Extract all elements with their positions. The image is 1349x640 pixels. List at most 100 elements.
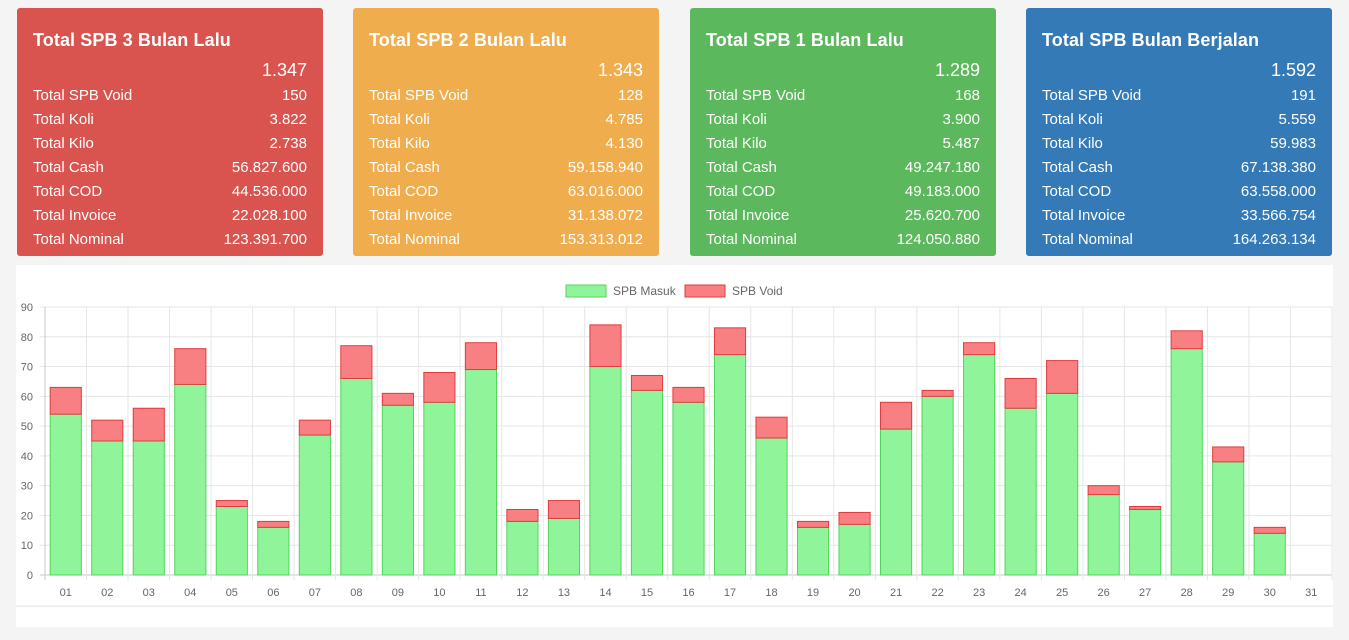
stat-value: 124.050.880 <box>896 231 980 248</box>
stat-row: Total Cash 59.158.940 <box>369 158 643 182</box>
bar-spb-masuk-12[interactable] <box>506 520 539 576</box>
bar-spb-masuk-03[interactable] <box>132 440 165 576</box>
y-tick-label: 50 <box>21 421 33 433</box>
bar-spb-void-04[interactable] <box>174 348 207 385</box>
bar-spb-masuk-28[interactable] <box>1170 348 1203 576</box>
stat-value: 44.536.000 <box>231 183 307 200</box>
chart-legend[interactable]: SPB Masuk SPB Void <box>565 284 783 298</box>
stat-label: Total Koli <box>369 111 430 128</box>
bar-spb-void-03[interactable] <box>132 407 165 442</box>
bar-spb-masuk-09[interactable] <box>381 404 414 576</box>
bar-spb-masuk-24[interactable] <box>1004 407 1037 576</box>
bar-spb-masuk-19[interactable] <box>796 526 830 576</box>
bar-spb-masuk-06[interactable] <box>257 526 290 576</box>
bar-spb-masuk-26[interactable] <box>1087 494 1120 576</box>
stat-value: 5.487 <box>942 135 980 152</box>
x-tick-label: 08 <box>350 587 362 599</box>
stat-value: 5.559 <box>1278 111 1316 128</box>
bar-spb-void-29[interactable] <box>1212 446 1245 463</box>
bar-spb-masuk-18[interactable] <box>755 437 788 576</box>
stat-label: Total COD <box>33 183 103 200</box>
bar-spb-void-21[interactable] <box>880 401 913 430</box>
bar-spb-void-08[interactable] <box>340 345 373 379</box>
y-tick-label: 80 <box>21 332 33 344</box>
bar-spb-void-22[interactable] <box>921 389 954 397</box>
stat-label: Total Nominal <box>706 231 797 248</box>
stat-label: Total Koli <box>706 111 767 128</box>
stat-label: Total Nominal <box>369 231 460 248</box>
bar-spb-void-16[interactable] <box>672 386 705 403</box>
bar-spb-void-02[interactable] <box>91 419 124 442</box>
legend-swatch-spb-masuk[interactable] <box>565 284 607 298</box>
card-1-month-ago: Total SPB 1 Bulan Lalu 1.289 Total SPB V… <box>690 8 996 256</box>
bar-spb-masuk-29[interactable] <box>1212 461 1245 576</box>
bar-spb-void-06[interactable] <box>257 520 290 528</box>
bar-spb-masuk-01[interactable] <box>49 413 82 576</box>
card-title: Total SPB Bulan Berjalan <box>1042 30 1260 50</box>
stat-row: Total Kilo 5.487 <box>706 134 980 158</box>
legend-swatch-spb-void[interactable] <box>684 284 726 298</box>
bar-spb-masuk-08[interactable] <box>340 377 373 576</box>
stat-row: Total SPB Void 168 <box>706 86 980 110</box>
bar-spb-void-15[interactable] <box>630 374 664 391</box>
bar-spb-void-23[interactable] <box>963 342 996 356</box>
legend-label-spb-void[interactable]: SPB Void <box>732 284 783 298</box>
bar-spb-void-26[interactable] <box>1087 485 1120 496</box>
stat-row: Total Koli 5.559 <box>1042 110 1316 134</box>
bar-spb-void-11[interactable] <box>464 342 497 371</box>
bar-spb-masuk-22[interactable] <box>921 395 954 576</box>
bar-spb-masuk-04[interactable] <box>174 383 207 576</box>
x-tick-label: 01 <box>60 587 72 599</box>
bar-spb-void-25[interactable] <box>1046 360 1079 394</box>
bar-spb-masuk-16[interactable] <box>672 401 705 576</box>
stat-value: 25.620.700 <box>904 207 980 224</box>
bar-spb-void-30[interactable] <box>1253 526 1286 534</box>
stat-row: Total Cash 56.827.600 <box>33 158 307 182</box>
bar-spb-masuk-14[interactable] <box>589 366 622 576</box>
bar-spb-masuk-23[interactable] <box>963 354 996 576</box>
bar-spb-void-28[interactable] <box>1170 330 1203 350</box>
bar-spb-void-19[interactable] <box>796 520 830 528</box>
x-tick-label: 10 <box>433 587 445 599</box>
bar-spb-void-18[interactable] <box>755 416 788 439</box>
bar-spb-void-01[interactable] <box>49 386 82 415</box>
bar-spb-void-24[interactable] <box>1004 377 1037 409</box>
bar-spb-masuk-02[interactable] <box>91 440 124 576</box>
bar-spb-masuk-21[interactable] <box>880 428 913 576</box>
card-total: 1.289 <box>934 60 980 80</box>
bar-spb-masuk-15[interactable] <box>630 389 664 576</box>
bar-spb-void-14[interactable] <box>589 324 622 368</box>
stat-label: Total Kilo <box>369 135 430 152</box>
x-tick-label: 16 <box>682 587 694 599</box>
x-tick-label: 07 <box>309 587 321 599</box>
legend-label-spb-masuk[interactable]: SPB Masuk <box>613 284 677 298</box>
bar-spb-masuk-30[interactable] <box>1253 532 1286 576</box>
bar-spb-masuk-27[interactable] <box>1129 508 1162 576</box>
bar-spb-void-17[interactable] <box>713 327 747 356</box>
bar-spb-void-10[interactable] <box>423 372 456 403</box>
stat-label: Total Invoice <box>369 207 453 224</box>
stat-label: Total SPB Void <box>706 87 806 104</box>
bar-spb-void-05[interactable] <box>215 500 248 508</box>
x-tick-label: 29 <box>1222 587 1234 599</box>
stat-row: Total SPB Void 150 <box>33 86 307 110</box>
bar-spb-masuk-10[interactable] <box>423 401 456 576</box>
bar-spb-masuk-11[interactable] <box>464 369 497 576</box>
bar-spb-void-12[interactable] <box>506 508 539 522</box>
bar-spb-masuk-25[interactable] <box>1046 392 1079 576</box>
stat-row: Total Koli 3.900 <box>706 110 980 134</box>
bar-spb-void-09[interactable] <box>381 392 414 406</box>
bar-spb-void-13[interactable] <box>547 500 581 519</box>
bar-spb-masuk-07[interactable] <box>298 434 331 576</box>
y-tick-label: 20 <box>21 510 33 522</box>
bar-spb-void-20[interactable] <box>838 511 871 525</box>
bar-spb-void-27[interactable] <box>1129 506 1162 510</box>
bar-spb-masuk-20[interactable] <box>838 523 871 576</box>
bar-spb-masuk-05[interactable] <box>215 506 248 576</box>
stat-row: Total Nominal 164.263.134 <box>1042 230 1316 254</box>
bar-spb-void-07[interactable] <box>298 419 331 436</box>
bar-spb-masuk-13[interactable] <box>547 517 581 576</box>
x-tick-label: 31 <box>1305 587 1317 599</box>
x-tick-label: 20 <box>848 587 860 599</box>
bar-spb-masuk-17[interactable] <box>713 354 747 576</box>
